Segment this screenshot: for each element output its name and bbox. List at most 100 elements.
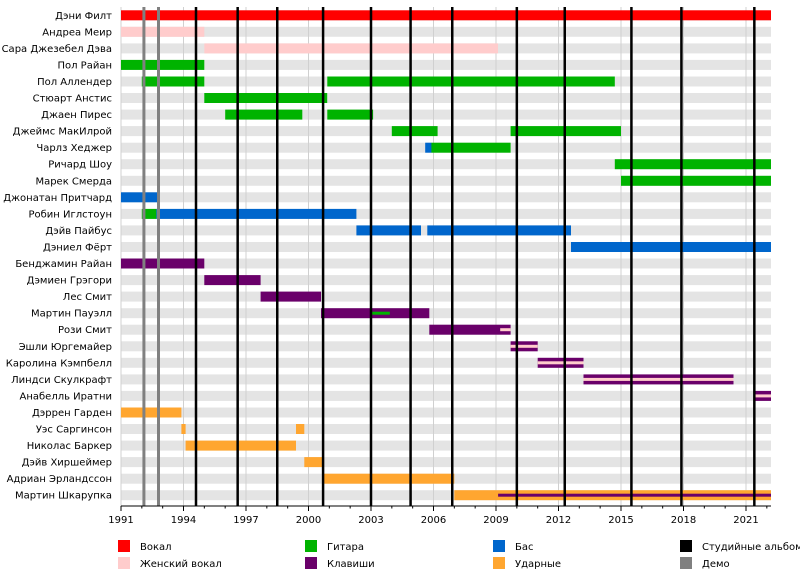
bar-guitar [621,175,771,186]
bar-guitar [121,59,205,70]
tick-label: 2018 [671,515,696,526]
bar-guitar [391,126,438,137]
row-background [121,357,771,368]
bar-guitar [371,311,390,315]
row-background [121,175,771,186]
bar-guitar [141,208,157,219]
legend-swatch-female_vocal [118,557,130,569]
tick-label: 2015 [608,515,633,526]
x-axis: 1991 1994 1997 2000 2003 2006 2009 2012 2015 2018… [108,505,771,526]
row-background [121,159,771,170]
bar-bass [121,192,159,203]
member-label: Дэйв Пайбус [45,226,112,237]
album-lines [142,7,756,506]
bar-bass [356,225,421,236]
member-label: Эшли Юргемайер [19,342,112,353]
member-label: Джонатан Притчард [3,193,112,204]
legend-swatch-album [680,540,692,552]
bar-bass [571,242,771,252]
bar-female_vocal [583,377,734,381]
bar-keys [204,275,261,286]
member-label: Сара Джезебел Дэва [2,44,112,55]
row-background [121,93,771,103]
bar-drums [121,407,182,418]
member-label: Мартин Пауэлл [31,309,112,320]
row-background [121,59,771,70]
legend-label-vocal: Вокал [140,542,172,553]
legend-label-guitar: Гитара [327,542,364,553]
member-label: Мартин Шкарупка [15,491,112,502]
row-background [121,440,771,451]
bar-bass [425,142,432,153]
legend-swatch-guitar [305,540,317,552]
bar-guitar [614,159,771,170]
bar-vocal [121,10,771,21]
member-label: Чарлз Хеджер [36,143,112,154]
member-label: Лес Смит [63,292,112,303]
member-label: Анабелль Иратни [20,391,113,402]
row-background [121,26,771,37]
member-label: Каролина Кэмпбелл [6,358,112,369]
legend-swatch-bass [493,540,505,552]
bar-keys [260,291,321,302]
row-background [121,308,771,319]
row-background [121,407,771,418]
tick-label: 2012 [546,515,571,526]
row-background [121,126,771,137]
bar-female_vocal [510,344,538,348]
legend-swatch-vocal [118,540,130,552]
bar-drums [296,424,305,434]
bar-guitar [327,109,374,120]
member-label: Николас Баркер [27,441,112,452]
tick-label: 2006 [421,515,446,526]
bar-guitar [431,142,511,153]
member-label: Джеймс МакИлрой [13,127,112,138]
member-label: Дэмиен Грэгори [27,276,112,287]
member-label: Дэйв Хиршеймер [22,458,112,469]
bar-guitar [327,76,615,87]
row-background [121,208,771,219]
member-label: Рози Смит [58,325,112,336]
tick-label: 1997 [233,515,258,526]
bar-keys [498,493,771,497]
row-background [121,390,771,401]
tick-label: 1991 [108,515,133,526]
legend-label-female_vocal: Женский вокал [140,559,222,570]
row-background [121,242,771,252]
bar-keys [429,324,511,335]
row-background [121,291,771,302]
row-background [121,275,771,286]
bar-bass [156,208,357,219]
bar-drums [304,457,324,468]
tick-label: 2009 [483,515,508,526]
legend-label-demo: Демо [702,559,730,570]
legend-swatch-drums [493,557,505,569]
legend-swatch-demo [680,557,692,569]
member-label: Джаен Пирес [41,110,112,121]
bar-female_vocal [204,43,499,54]
member-label: Бенджамин Райан [15,259,112,270]
legend-label-drums: Ударные [515,559,561,570]
bar-bass [427,225,571,236]
row-background [121,109,771,120]
member-label: Адриан Эрландссон [7,474,112,485]
row-background [121,457,771,468]
member-label: Линдси Скулкрафт [11,375,112,386]
member-label: Марек Смерда [35,176,112,187]
legend-label-bass: Бас [515,542,534,553]
bar-guitar [225,109,303,120]
bar-female_vocal [754,394,771,398]
member-label: Ричард Шоу [48,160,112,171]
bar-guitar [204,93,328,103]
legend: Вокал Женский вокал Гитара Клавиши Бас Ударны… [118,540,800,570]
bar-drums [181,424,186,434]
member-label: Пол Райан [57,60,112,71]
member-label: Робин Иглстоун [28,209,112,220]
row-background [121,192,771,203]
bar-female_vocal [537,361,584,365]
member-label: Дэни Филт [55,11,112,22]
row-background [121,258,771,269]
tick-label: 2021 [733,515,758,526]
member-label: Уэс Саргинсон [36,425,112,436]
